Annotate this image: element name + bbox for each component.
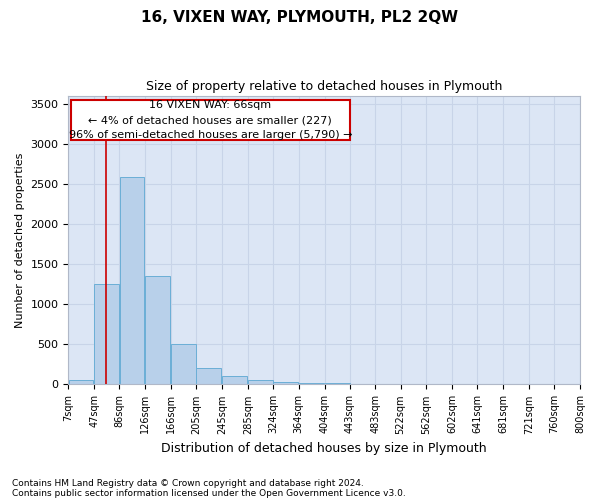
Text: Contains HM Land Registry data © Crown copyright and database right 2024.: Contains HM Land Registry data © Crown c… [12,478,364,488]
Bar [94,284,119,384]
Y-axis label: Number of detached properties: Number of detached properties [15,152,25,328]
Bar [145,276,170,384]
FancyBboxPatch shape [71,100,350,140]
Bar [273,382,298,384]
Bar [248,380,273,384]
Text: 16, VIXEN WAY, PLYMOUTH, PL2 2QW: 16, VIXEN WAY, PLYMOUTH, PL2 2QW [142,10,458,25]
Bar [171,344,196,385]
Bar [119,178,145,384]
Text: 16 VIXEN WAY: 66sqm
← 4% of detached houses are smaller (227)
96% of semi-detach: 16 VIXEN WAY: 66sqm ← 4% of detached hou… [68,100,352,140]
Bar [299,383,324,384]
Bar [68,380,94,384]
Text: Contains public sector information licensed under the Open Government Licence v3: Contains public sector information licen… [12,488,406,498]
Title: Size of property relative to detached houses in Plymouth: Size of property relative to detached ho… [146,80,502,93]
Bar [222,376,247,384]
Bar [196,368,221,384]
Bar [325,383,350,384]
X-axis label: Distribution of detached houses by size in Plymouth: Distribution of detached houses by size … [161,442,487,455]
